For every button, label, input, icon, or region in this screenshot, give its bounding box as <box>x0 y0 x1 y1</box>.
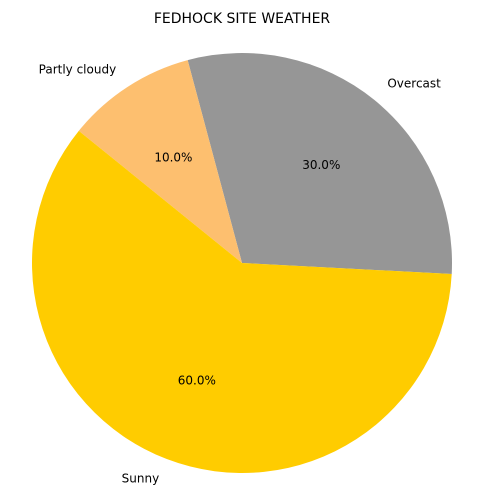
slice-percent-sunny: 60.0% <box>178 374 216 388</box>
pie-slice-partly-cloudy <box>78 60 242 263</box>
pie-slice-overcast <box>187 53 452 274</box>
slice-percent-overcast: 30.0% <box>302 158 340 172</box>
slice-label-partly-cloudy: Partly cloudy <box>39 62 117 76</box>
chart-title: FEDHOCK SITE WEATHER <box>154 11 331 27</box>
slice-percent-partly-cloudy: 10.0% <box>154 150 192 164</box>
pie-slice-sunny <box>32 130 452 473</box>
slice-label-sunny: Sunny <box>122 472 160 486</box>
slice-label-overcast: Overcast <box>387 76 441 90</box>
